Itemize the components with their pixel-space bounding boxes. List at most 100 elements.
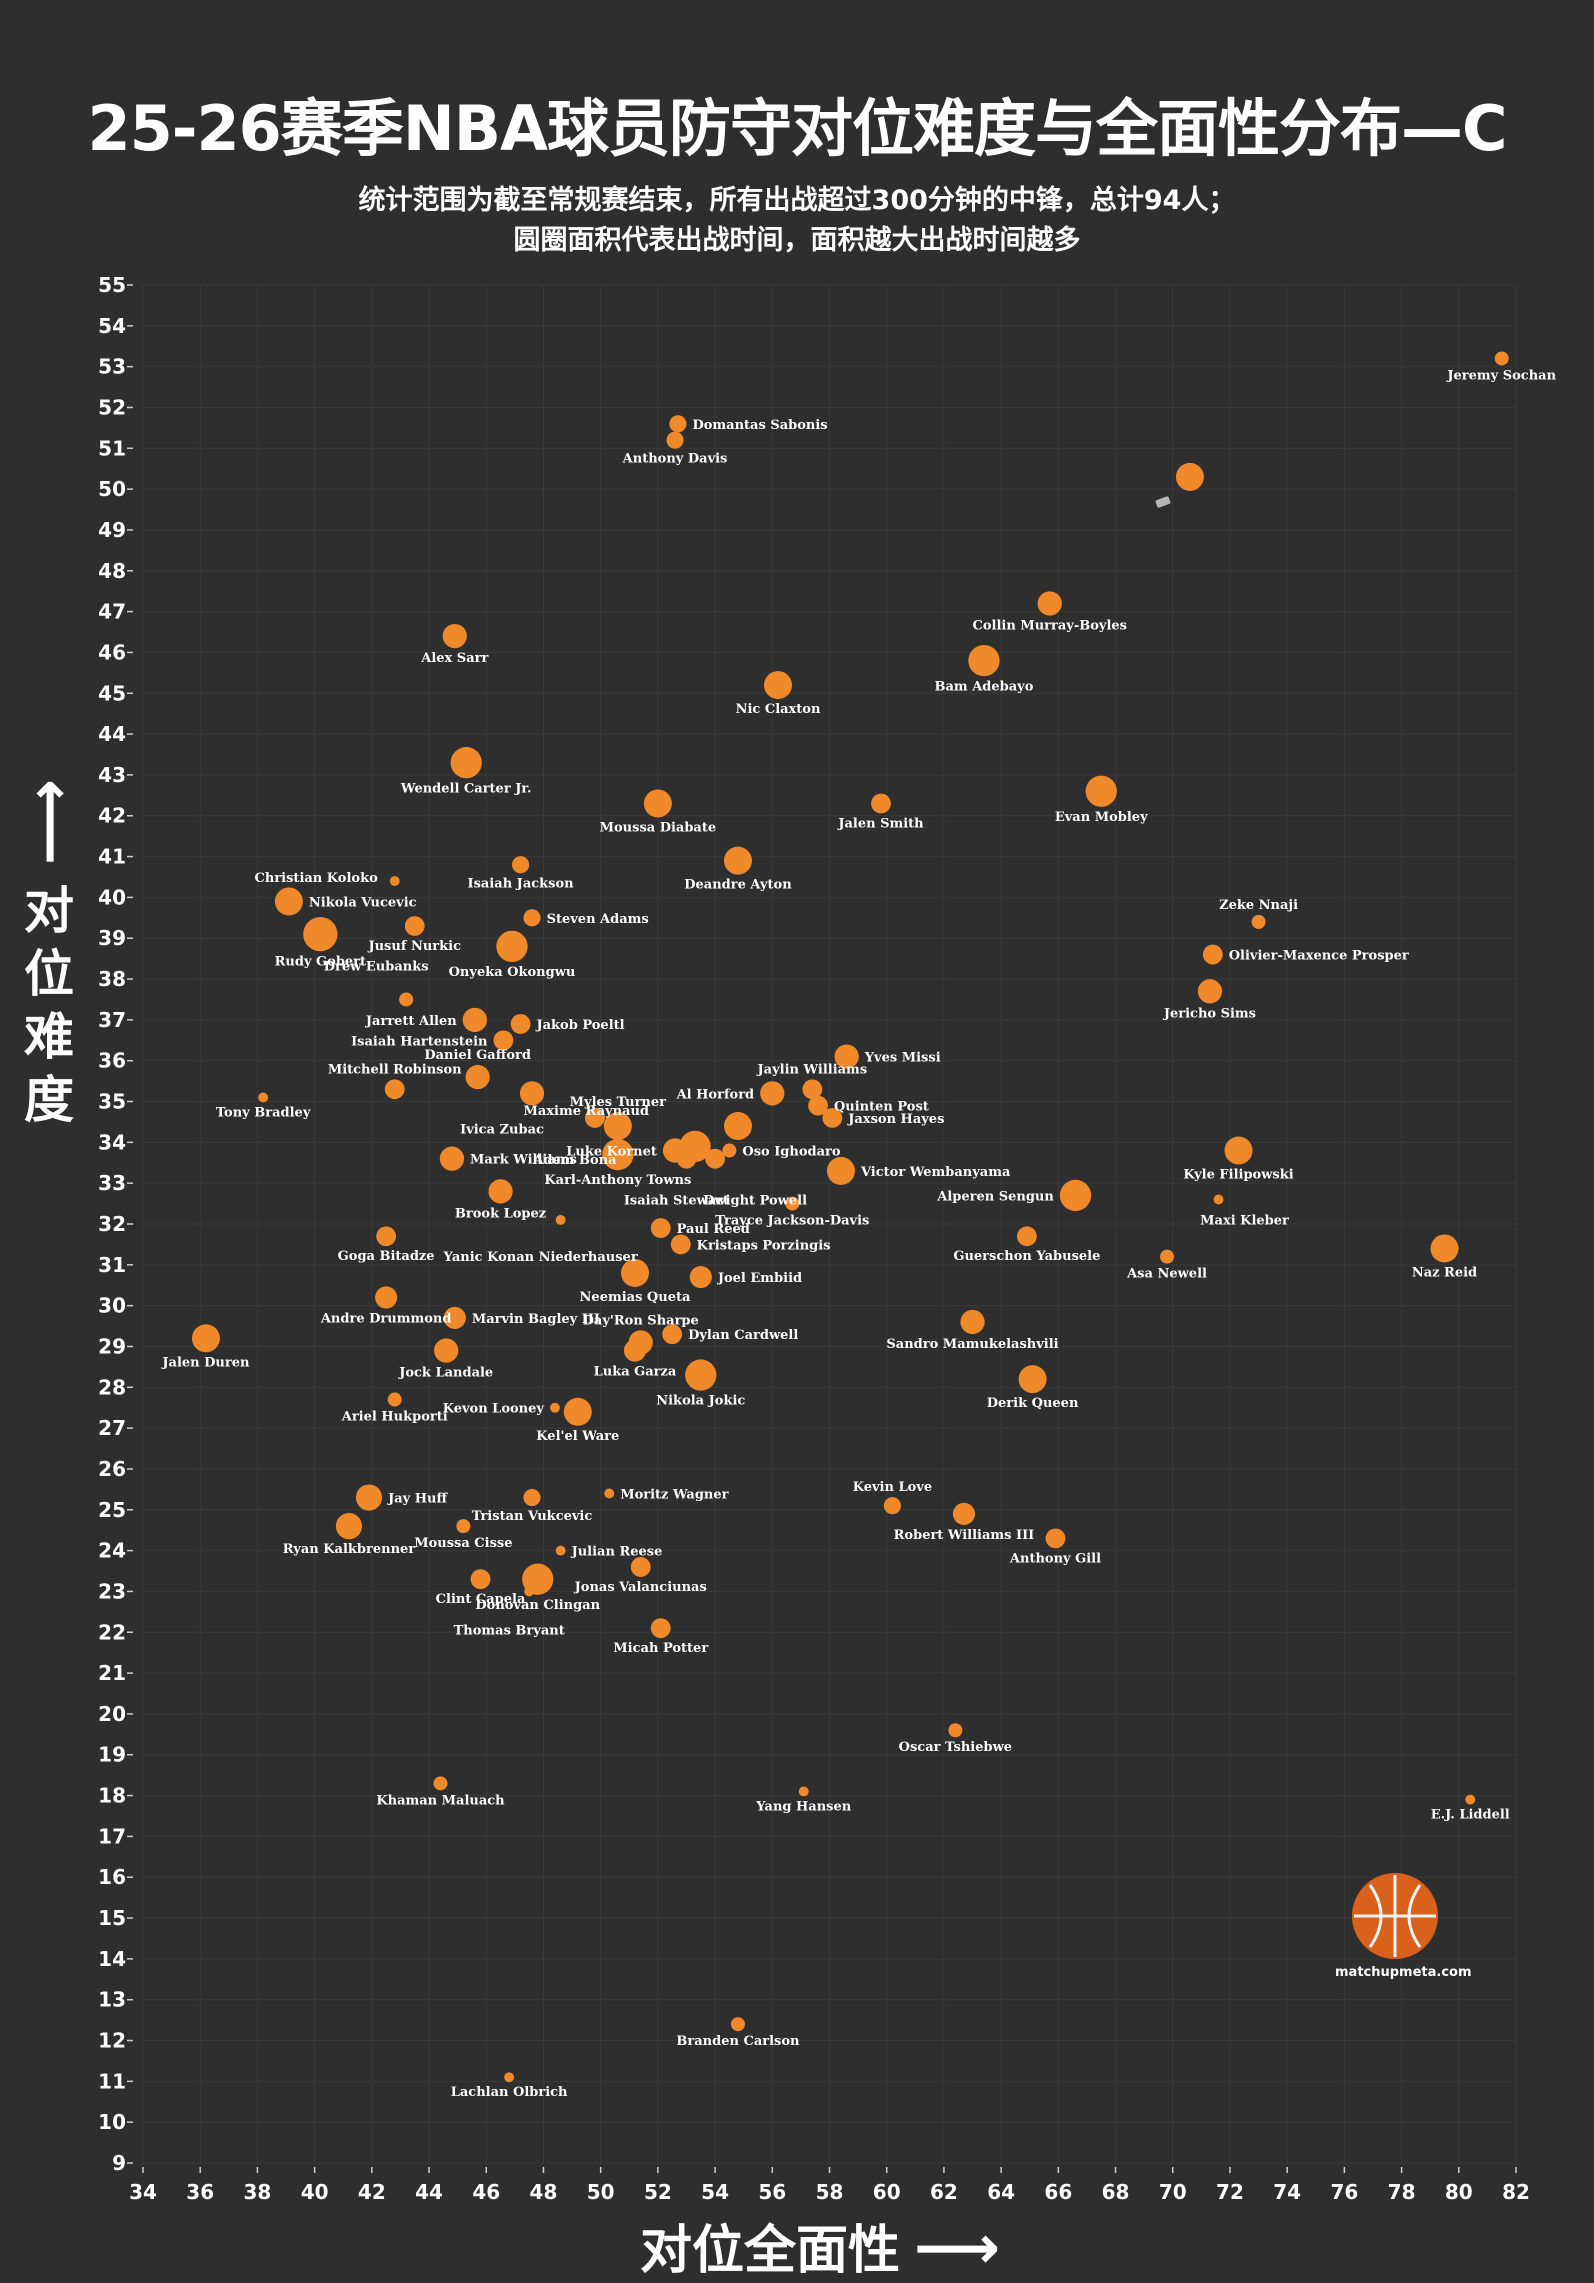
point-label: Anthony Gill xyxy=(1009,1551,1101,1566)
point-label: Jalen Duren xyxy=(161,1355,250,1370)
point-label: Olivier-Maxence Prosper xyxy=(1229,949,1409,964)
y-tick-label: 25 xyxy=(98,1498,126,1522)
point-label: Trayce Jackson-Davis xyxy=(715,1214,869,1229)
y-tick-label: 28 xyxy=(98,1375,126,1399)
data-point xyxy=(764,671,793,700)
data-point xyxy=(1202,944,1223,965)
y-tick-label: 39 xyxy=(98,926,126,950)
chart-title: 25-26赛季NBA球员防守对位难度与全面性分布—C xyxy=(87,92,1508,165)
data-point xyxy=(456,1519,471,1534)
y-tick-label: 34 xyxy=(98,1130,126,1154)
data-point xyxy=(685,1359,717,1391)
point-label: Rudy Gobert xyxy=(275,954,366,969)
data-point xyxy=(585,1107,605,1128)
point-label: Julian Reese xyxy=(571,1545,663,1560)
y-tick-label: 21 xyxy=(98,1661,126,1685)
point-label: Micah Potter xyxy=(613,1641,708,1656)
data-point xyxy=(335,1513,363,1540)
point-label: Mark Williams xyxy=(470,1153,577,1168)
data-point xyxy=(555,1545,566,1556)
logo-text: matchupmeta.com xyxy=(1335,1965,1472,1980)
data-point xyxy=(355,1484,383,1511)
point-label: Deandre Ayton xyxy=(684,878,792,893)
y-tick-label: 12 xyxy=(98,2029,126,2053)
x-tick-label: 80 xyxy=(1445,2180,1473,2204)
data-point xyxy=(1213,1194,1224,1205)
point-label: Al Horford xyxy=(676,1087,755,1102)
data-point xyxy=(760,1081,785,1106)
data-point xyxy=(960,1309,985,1335)
x-tick-label: 58 xyxy=(816,2180,844,2204)
data-point xyxy=(1224,1136,1253,1165)
x-axis-label: 对位全面性 ⟶ xyxy=(640,2208,1080,2283)
point-label: Anthony Davis xyxy=(622,452,728,467)
y-tick-label: 17 xyxy=(98,1824,126,1848)
y-tick-label: 23 xyxy=(98,1579,126,1603)
data-point xyxy=(604,1488,615,1499)
point-label: Jusuf Nurkic xyxy=(367,939,461,954)
y-tick-label: 31 xyxy=(98,1253,126,1277)
point-label: E.J. Liddell xyxy=(1431,1808,1510,1823)
data-point xyxy=(722,1143,737,1158)
point-label: Luka Garza xyxy=(594,1365,677,1380)
data-point xyxy=(798,1786,809,1797)
data-point xyxy=(389,876,400,887)
point-label: Luke Kornet xyxy=(566,1145,657,1160)
point-label: Zeke Nnaji xyxy=(1219,898,1298,913)
data-point xyxy=(1197,979,1223,1004)
data-point xyxy=(883,1497,902,1515)
y-tick-label: 10 xyxy=(98,2110,126,2134)
y-tick-label: 27 xyxy=(98,1416,126,1440)
point-label: Ivica Zubac xyxy=(460,1122,544,1137)
point-label: Nikola Jokic xyxy=(656,1394,745,1409)
x-tick-label: 66 xyxy=(1044,2180,1072,2204)
data-point xyxy=(705,1148,725,1169)
point-label: Oscar Tshiebwe xyxy=(899,1740,1012,1755)
data-point xyxy=(523,1488,541,1507)
data-point xyxy=(730,2017,745,2032)
data-point xyxy=(512,856,530,874)
point-label: Ariel Hukporti xyxy=(341,1410,448,1425)
y-tick-label: 52 xyxy=(98,395,126,419)
data-point xyxy=(1018,1365,1047,1394)
y-axis-label-char: 位 xyxy=(24,945,74,1003)
data-point xyxy=(465,1064,490,1090)
chart-subtitle-line2: 圆圈面积代表出战时间，面积越大出战时间越多 xyxy=(513,225,1081,256)
data-point xyxy=(462,1007,487,1032)
y-tick-label: 45 xyxy=(98,681,126,705)
data-point xyxy=(524,1586,535,1597)
point-label: Mitchell Robinson xyxy=(328,1062,462,1077)
data-point xyxy=(258,1092,269,1103)
x-tick-label: 56 xyxy=(758,2180,786,2204)
data-point xyxy=(443,1306,466,1329)
data-point xyxy=(802,1079,823,1100)
y-tick-label: 13 xyxy=(98,1988,126,2012)
data-point xyxy=(563,1397,592,1426)
point-labels: Jeremy Sochan Domantas Sabonis Anthony Dav… xyxy=(161,368,1556,2100)
data-point xyxy=(662,1324,683,1345)
data-point xyxy=(384,1079,405,1100)
data-point xyxy=(643,789,672,818)
x-tick-label: 46 xyxy=(472,2180,500,2204)
x-tick-label: 74 xyxy=(1273,2180,1301,2204)
data-point xyxy=(549,1402,560,1413)
data-point xyxy=(822,1107,843,1128)
point-label: Clint Capela xyxy=(436,1592,526,1607)
x-tick-label: 60 xyxy=(873,2180,901,2204)
data-point xyxy=(676,1148,697,1169)
data-point xyxy=(602,1138,634,1171)
x-tick-label: 82 xyxy=(1502,2180,1530,2204)
data-point xyxy=(623,1339,647,1362)
y-tick-label: 19 xyxy=(98,1743,126,1767)
y-tick-label: 55 xyxy=(98,273,126,297)
point-label: Myles Turner xyxy=(570,1095,667,1110)
point-label: Jalen Smith xyxy=(837,816,924,831)
y-tick-label: 53 xyxy=(98,355,126,379)
x-tick-label: 72 xyxy=(1216,2180,1244,2204)
data-point xyxy=(808,1095,828,1116)
data-point xyxy=(375,1286,398,1309)
y-tick-label: 46 xyxy=(98,640,126,664)
data-point xyxy=(666,431,684,449)
y-tick-label: 33 xyxy=(98,1171,126,1195)
